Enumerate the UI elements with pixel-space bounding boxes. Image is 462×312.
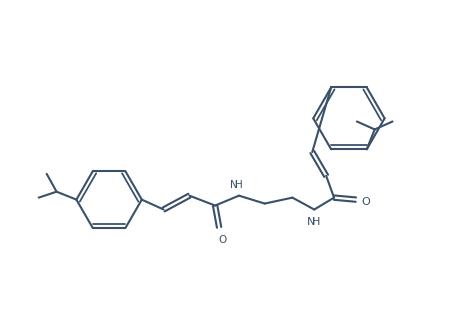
Text: O: O	[218, 235, 226, 245]
Text: H: H	[312, 217, 321, 227]
Text: N: N	[230, 180, 238, 190]
Text: N: N	[307, 217, 316, 227]
Text: O: O	[362, 197, 371, 207]
Text: H: H	[235, 180, 243, 190]
